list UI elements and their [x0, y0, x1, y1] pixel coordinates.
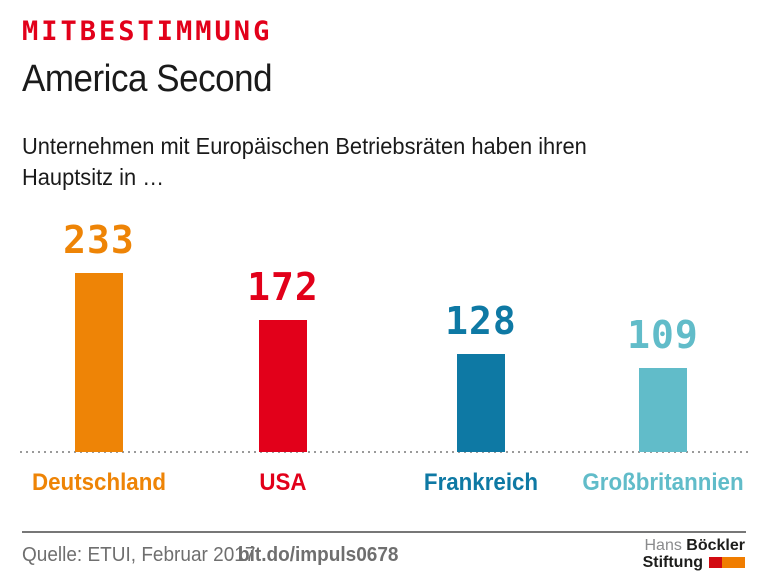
bar-usa	[259, 320, 307, 452]
category-label: Großbritannien	[582, 469, 744, 496]
category-label: Deutschland	[32, 469, 166, 496]
category-label: USA	[259, 469, 307, 496]
category-label: Frankreich	[423, 469, 539, 496]
chart-column-usa: 172 USA	[193, 205, 373, 505]
bar-value-label: 128	[445, 299, 517, 343]
bar-chart: 233 Deutschland 172 USA 128 Frankreich 109 Groß…	[0, 205, 768, 505]
logo-line1: Hans Böckler	[643, 537, 745, 554]
chart-baseline-dotted	[20, 451, 750, 453]
page-title: America Second	[22, 58, 273, 100]
bar-frankreich	[457, 354, 505, 452]
logo-boeckler: Böckler	[686, 537, 745, 554]
logo-mark-orange-block	[722, 557, 745, 568]
logo-line2: Stiftung	[643, 554, 745, 571]
chart-column-frankreich: 128 Frankreich	[391, 205, 571, 505]
chart-column-deutschland: 233 Deutschland	[9, 205, 189, 505]
chart-column-grobritannien: 109 Großbritannien	[573, 205, 753, 505]
logo-mark-icon	[709, 554, 745, 571]
short-url-text: bit.do/impuls0678	[238, 544, 399, 566]
bar-deutschland	[75, 273, 123, 452]
bar-value-label: 109	[627, 313, 699, 357]
source-text: Quelle: ETUI, Februar 2017	[22, 544, 256, 566]
footer-divider	[22, 531, 746, 533]
bar-value-label: 233	[63, 218, 135, 262]
bar-value-label: 172	[247, 265, 319, 309]
kicker-label: MITBESTIMMUNG	[22, 16, 273, 47]
logo-mark-red-block	[709, 557, 722, 568]
chart-subtitle: Unternehmen mit Europäischen Betriebsrät…	[22, 133, 587, 190]
logo-hans: Hans	[644, 537, 682, 554]
logo-stiftung: Stiftung	[642, 554, 703, 571]
bar-grobritannien	[639, 368, 687, 452]
hans-boeckler-stiftung-logo: Hans Böckler Stiftung	[643, 537, 745, 571]
